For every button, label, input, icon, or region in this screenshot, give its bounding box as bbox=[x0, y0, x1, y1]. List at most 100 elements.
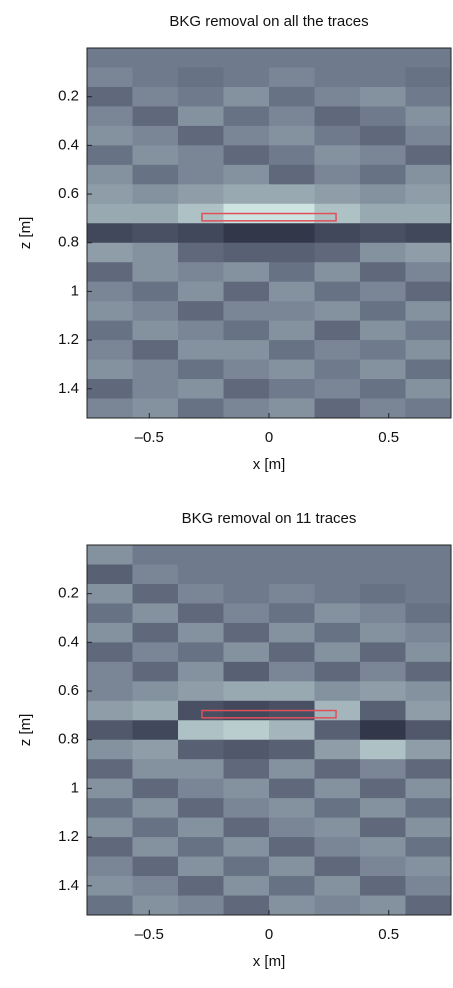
heatmap-cell bbox=[314, 359, 361, 380]
heatmap-cell bbox=[269, 622, 315, 643]
heatmap-cell bbox=[132, 739, 179, 760]
heatmap-cell bbox=[314, 262, 361, 283]
heatmap-cell bbox=[405, 48, 452, 68]
heatmap-cell bbox=[223, 67, 270, 88]
heatmap-cell bbox=[132, 642, 179, 663]
heatmap-cell bbox=[314, 242, 361, 263]
heatmap-cell bbox=[314, 86, 361, 107]
heatmap-cell bbox=[87, 223, 133, 244]
heatmap-cell bbox=[405, 281, 452, 302]
heatmap-cell bbox=[405, 681, 452, 702]
heatmap-cell bbox=[223, 184, 270, 205]
heatmap-cell bbox=[132, 145, 179, 166]
heatmap-cell bbox=[178, 739, 224, 760]
heatmap-cell bbox=[314, 379, 361, 400]
heatmap-cell bbox=[223, 778, 270, 799]
heatmap-cell bbox=[314, 320, 361, 341]
heatmap-cell bbox=[87, 895, 133, 916]
heatmap-cell bbox=[360, 223, 406, 244]
heatmap-cell bbox=[314, 203, 361, 224]
heatmap-cell bbox=[405, 86, 452, 107]
heatmap-cell bbox=[87, 242, 133, 263]
heatmap-cell bbox=[405, 184, 452, 205]
heatmap-cell bbox=[178, 203, 224, 224]
heatmap-cell bbox=[132, 603, 179, 624]
heatmap-cell bbox=[132, 700, 179, 721]
heatmap-cell bbox=[223, 759, 270, 780]
heatmap-cell bbox=[360, 545, 406, 565]
y-tick-label: 0.4 bbox=[58, 136, 79, 153]
heatmap-cell bbox=[223, 603, 270, 624]
heatmap-cell bbox=[132, 242, 179, 263]
heatmap-cell bbox=[178, 340, 224, 361]
heatmap-cell bbox=[314, 145, 361, 166]
heatmap-cell bbox=[87, 48, 133, 68]
heatmap-cell bbox=[314, 125, 361, 146]
y-tick-label: 1.4 bbox=[58, 877, 79, 894]
heatmap-cell bbox=[269, 164, 315, 185]
heatmap-cell bbox=[360, 67, 406, 88]
heatmap-cell bbox=[314, 876, 361, 897]
heatmap-cell bbox=[360, 700, 406, 721]
heatmap-cell bbox=[405, 778, 452, 799]
heatmap-cell bbox=[269, 242, 315, 263]
heatmap-cell bbox=[360, 837, 406, 858]
heatmap-cell bbox=[405, 700, 452, 721]
heatmap-cell bbox=[132, 876, 179, 897]
heatmap-cell bbox=[314, 398, 361, 419]
heatmap-cell bbox=[87, 184, 133, 205]
heatmap-cell bbox=[87, 681, 133, 702]
heatmap-cell bbox=[269, 320, 315, 341]
heatmap-cell bbox=[360, 583, 406, 604]
heatmap-cell bbox=[314, 340, 361, 361]
heatmap-cell bbox=[360, 778, 406, 799]
heatmap-cell bbox=[223, 262, 270, 283]
heatmap-cell bbox=[269, 359, 315, 380]
heatmap-cell bbox=[314, 184, 361, 205]
heatmap-cell bbox=[178, 700, 224, 721]
heatmap-cell bbox=[132, 837, 179, 858]
heatmap-cell bbox=[178, 837, 224, 858]
heatmap-cell bbox=[314, 106, 361, 127]
heatmap-cell bbox=[360, 106, 406, 127]
heatmap-cell bbox=[87, 398, 133, 419]
heatmap-cell bbox=[360, 398, 406, 419]
heatmap-cell bbox=[223, 301, 270, 322]
heatmap-cell bbox=[87, 856, 133, 877]
heatmap-cell bbox=[223, 681, 270, 702]
heatmap-cell bbox=[87, 340, 133, 361]
heatmap-cell bbox=[314, 281, 361, 302]
heatmap-cell bbox=[405, 739, 452, 760]
heatmap-cell bbox=[360, 603, 406, 624]
heatmap-cell bbox=[360, 164, 406, 185]
heatmap-cell bbox=[314, 739, 361, 760]
heatmap-cell bbox=[405, 262, 452, 283]
heatmap-cell bbox=[178, 876, 224, 897]
x-axis-label: x [m] bbox=[253, 953, 286, 970]
heatmap-cell bbox=[87, 661, 133, 682]
heatmap-cell bbox=[314, 759, 361, 780]
heatmap-cell bbox=[132, 817, 179, 838]
heatmap-cell bbox=[360, 622, 406, 643]
heatmap-cell bbox=[178, 86, 224, 107]
heatmap-cell bbox=[269, 564, 315, 585]
x-tick-label: 0.5 bbox=[378, 926, 399, 943]
heatmap-cell bbox=[223, 545, 270, 565]
heatmap-cell bbox=[87, 164, 133, 185]
heatmap-cell bbox=[132, 203, 179, 224]
heatmap-cell bbox=[360, 359, 406, 380]
heatmap-cell bbox=[178, 48, 224, 68]
y-axis-label: z [m] bbox=[17, 714, 34, 747]
heatmap-cell bbox=[178, 125, 224, 146]
heatmap-cell bbox=[132, 379, 179, 400]
heatmap-cell bbox=[223, 359, 270, 380]
heatmap-cell bbox=[132, 583, 179, 604]
heatmap-cell bbox=[405, 106, 452, 127]
heatmap-cell bbox=[405, 223, 452, 244]
heatmap-cell bbox=[87, 642, 133, 663]
heatmap-cell bbox=[178, 301, 224, 322]
heatmap-cell bbox=[178, 281, 224, 302]
heatmap-cell bbox=[178, 798, 224, 819]
heatmap-cell bbox=[87, 86, 133, 107]
heatmap-cell bbox=[223, 398, 270, 419]
